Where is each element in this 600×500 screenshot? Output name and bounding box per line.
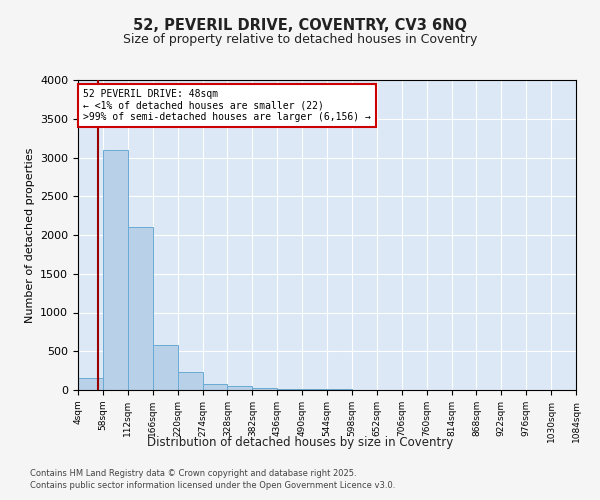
Text: Contains HM Land Registry data © Crown copyright and database right 2025.: Contains HM Land Registry data © Crown c…: [30, 468, 356, 477]
Bar: [203, 384, 227, 390]
Bar: [253, 388, 277, 390]
Bar: [227, 386, 252, 390]
Text: 52 PEVERIL DRIVE: 48sqm
← <1% of detached houses are smaller (22)
>99% of semi-d: 52 PEVERIL DRIVE: 48sqm ← <1% of detache…: [83, 90, 371, 122]
Bar: [78, 378, 103, 390]
Bar: [302, 389, 327, 390]
Bar: [178, 372, 203, 390]
Text: Distribution of detached houses by size in Coventry: Distribution of detached houses by size …: [147, 436, 453, 449]
Bar: [277, 389, 302, 390]
Y-axis label: Number of detached properties: Number of detached properties: [25, 148, 35, 322]
Text: 52, PEVERIL DRIVE, COVENTRY, CV3 6NQ: 52, PEVERIL DRIVE, COVENTRY, CV3 6NQ: [133, 18, 467, 32]
Bar: [103, 150, 128, 390]
Text: Size of property relative to detached houses in Coventry: Size of property relative to detached ho…: [123, 32, 477, 46]
Bar: [128, 227, 152, 390]
Text: Contains public sector information licensed under the Open Government Licence v3: Contains public sector information licen…: [30, 481, 395, 490]
Bar: [152, 345, 178, 390]
